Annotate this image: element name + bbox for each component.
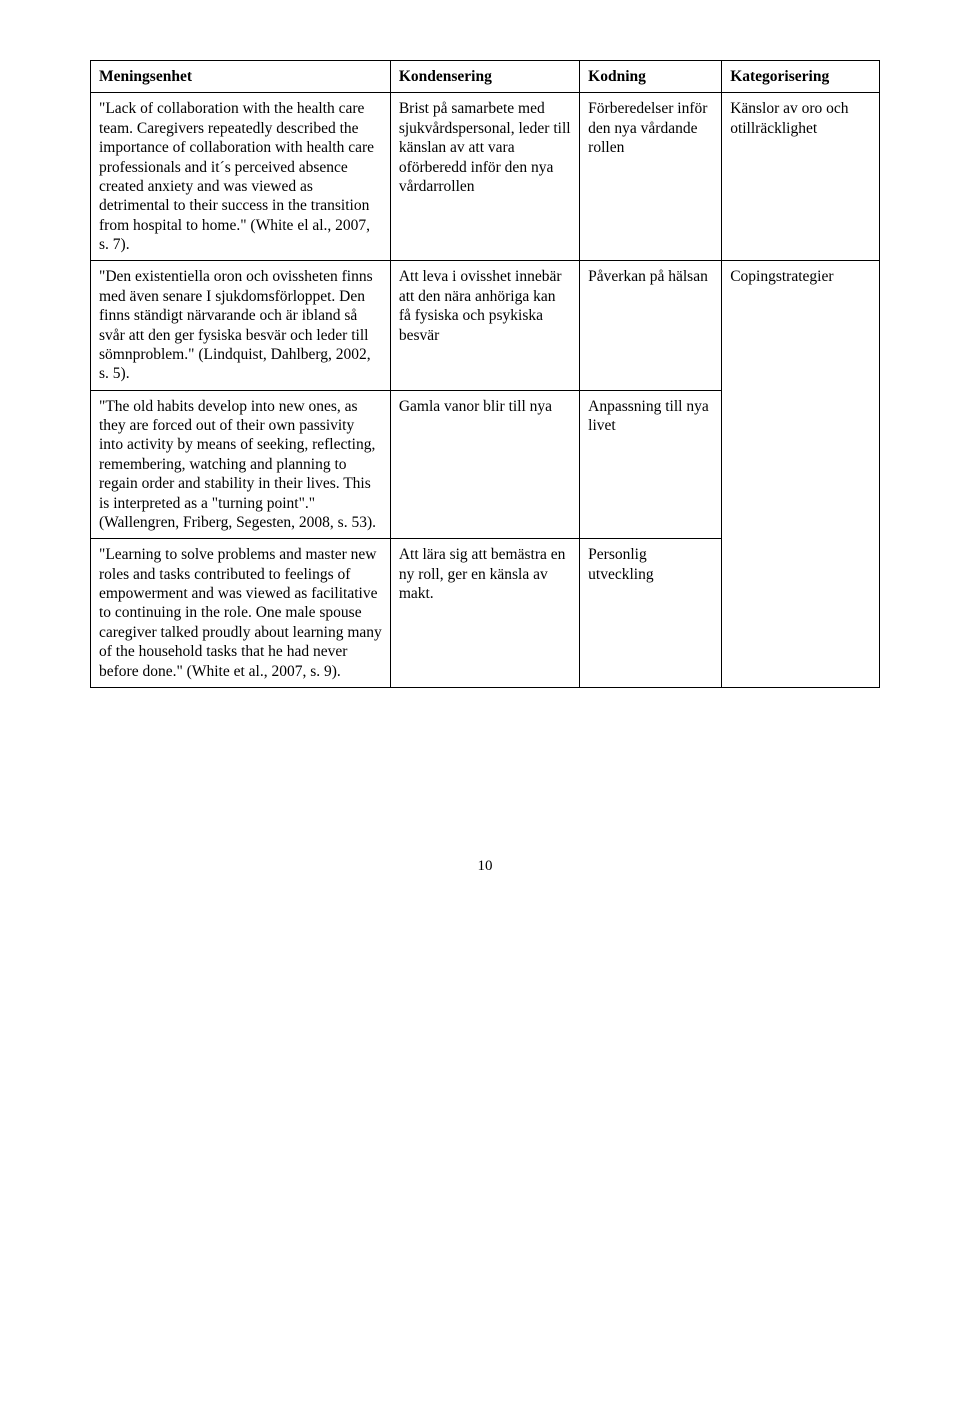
cell-kategorisering: Copingstrategier [722, 261, 880, 688]
cell-meningsenhet: "Lack of collaboration with the health c… [91, 93, 391, 261]
cell-kondensering: Brist på samarbete med sjukvårdspersonal… [390, 93, 579, 261]
table-row: "Lack of collaboration with the health c… [91, 93, 880, 261]
cell-meningsenhet: "The old habits develop into new ones, a… [91, 390, 391, 539]
page-number: 10 [90, 858, 880, 875]
cell-kodning: Anpassning till nya livet [580, 390, 722, 539]
col-header-meningsenhet: Meningsenhet [91, 61, 391, 93]
col-header-kondensering: Kondensering [390, 61, 579, 93]
cell-kondensering: Att lära sig att bemästra en ny roll, ge… [390, 539, 579, 688]
table-header-row: Meningsenhet Kondensering Kodning Katego… [91, 61, 880, 93]
cell-kondensering: Att leva i ovisshet innebär att den nära… [390, 261, 579, 390]
cell-kodning: Personlig utveckling [580, 539, 722, 688]
cell-kondensering: Gamla vanor blir till nya [390, 390, 579, 539]
cell-kodning: Påverkan på hälsan [580, 261, 722, 390]
table-row: "Den existentiella oron och ovissheten f… [91, 261, 880, 390]
cell-kategorisering: Känslor av oro och otillräcklighet [722, 93, 880, 261]
col-header-kategorisering: Kategorisering [722, 61, 880, 93]
analysis-table: Meningsenhet Kondensering Kodning Katego… [90, 60, 880, 688]
cell-meningsenhet: "Learning to solve problems and master n… [91, 539, 391, 688]
cell-kodning: Förberedelser inför den nya vårdande rol… [580, 93, 722, 261]
cell-meningsenhet: "Den existentiella oron och ovissheten f… [91, 261, 391, 390]
col-header-kodning: Kodning [580, 61, 722, 93]
